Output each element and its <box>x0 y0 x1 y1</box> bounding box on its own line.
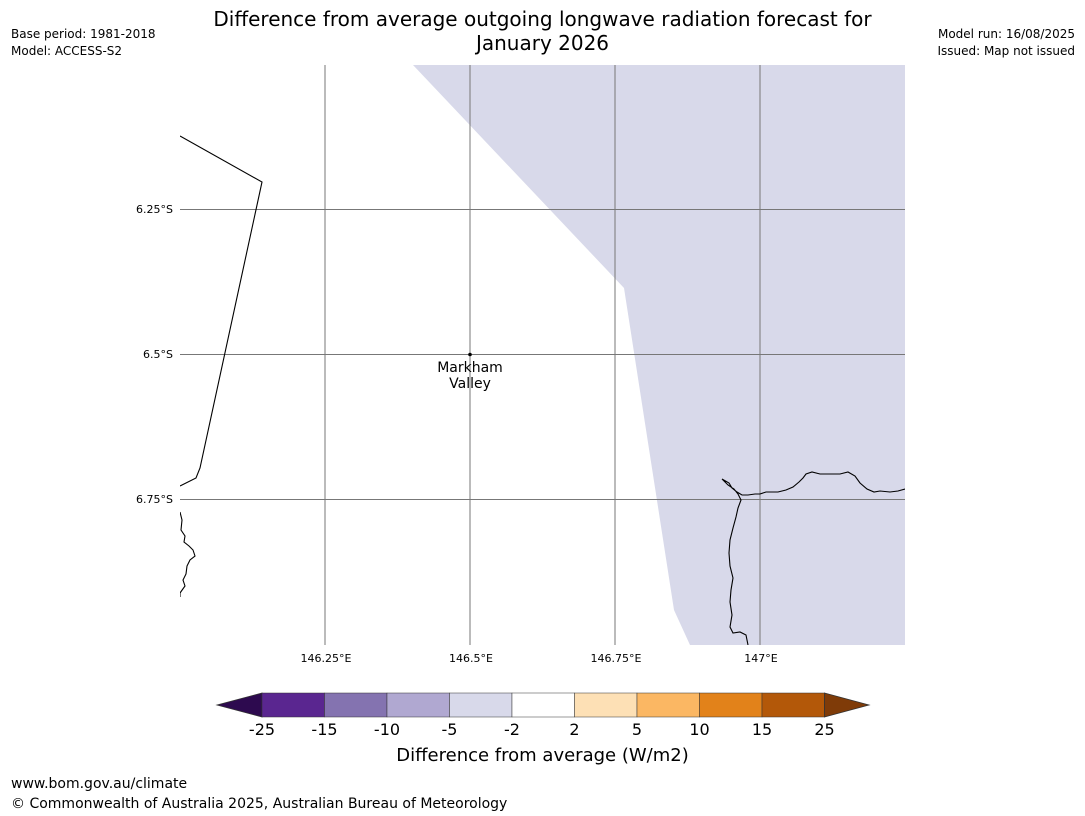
lat-label-6.75: 6.75°S <box>136 493 173 506</box>
boundaries <box>180 135 905 645</box>
colorbar-tick-3: -10 <box>374 720 400 739</box>
coastline-west <box>180 511 196 597</box>
footer-copyright: © Commonwealth of Australia 2025, Austra… <box>11 796 508 812</box>
place-label-line-2: Valley <box>449 376 491 392</box>
colorbar-segment-5 <box>511 692 575 718</box>
lon-label-146.5: 146.5°E <box>449 652 493 665</box>
model-run: Model run: 16/08/2025 <box>937 27 1075 41</box>
title-line-2: January 2026 <box>475 31 610 55</box>
colorbar-tick-1: -25 <box>249 720 275 739</box>
river-and-coastline-east <box>721 471 905 645</box>
lon-label-146.25: 146.25°E <box>301 652 352 665</box>
colorbar-under-arrow <box>215 692 263 718</box>
lat-label-6.5: 6.5°S <box>143 348 173 361</box>
footer-url: www.bom.gov.au/climate <box>11 776 188 792</box>
colorbar-segment-1 <box>261 692 325 718</box>
colorbar-segment-7 <box>636 692 700 718</box>
map-area <box>180 65 905 645</box>
base-period: Base period: 1981-2018 <box>11 27 156 41</box>
lat-label-6.25: 6.25°S <box>136 203 173 216</box>
colorbar-over-arrow <box>824 692 871 718</box>
colorbar-tick-7: 5 <box>632 720 642 739</box>
colorbar-segment-2 <box>324 692 388 718</box>
colorbar-segment-6 <box>574 692 638 718</box>
footer: www.bom.gov.au/climate © Commonwealth of… <box>11 774 507 814</box>
colorbar-tick-5: -2 <box>504 720 520 739</box>
colorbar-segment-9 <box>761 692 825 718</box>
colorbar-segment-8 <box>699 692 763 718</box>
title-line-1: Difference from average outgoing longwav… <box>213 7 872 31</box>
lon-label-146.75: 146.75°E <box>591 652 642 665</box>
meta-left: Base period: 1981-2018 Model: ACCESS-S2 <box>11 26 156 60</box>
colorbar-tick-2: -15 <box>311 720 337 739</box>
map-title: Difference from average outgoing longwav… <box>170 7 915 55</box>
model-name: Model: ACCESS-S2 <box>11 44 123 58</box>
colorbar-segment-3 <box>386 692 450 718</box>
province-border-line <box>180 135 263 487</box>
colorbar-tick-9: 15 <box>752 720 772 739</box>
colorbar-title: Difference from average (W/m2) <box>396 745 689 766</box>
meta-right: Model run: 16/08/2025 Issued: Map not is… <box>937 26 1075 60</box>
colorbar-tick-10: 25 <box>814 720 834 739</box>
place-label-line-1: Markham <box>437 360 503 376</box>
colorbar-tick-8: 10 <box>689 720 709 739</box>
markham-valley-marker <box>468 352 472 357</box>
colorbar: -25 -15 -10 -5 -2 2 5 10 15 25 <box>215 692 871 739</box>
issued-status: Issued: Map not issued <box>937 44 1075 58</box>
colorbar-tick-4: -5 <box>442 720 458 739</box>
colorbar-tick-6: 2 <box>569 720 579 739</box>
lon-label-147: 147°E <box>744 652 777 665</box>
colorbar-segment-4 <box>449 692 513 718</box>
